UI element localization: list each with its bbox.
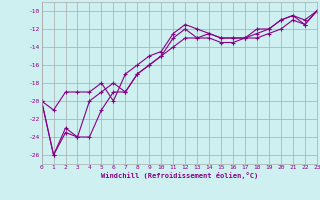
X-axis label: Windchill (Refroidissement éolien,°C): Windchill (Refroidissement éolien,°C) xyxy=(100,172,258,179)
